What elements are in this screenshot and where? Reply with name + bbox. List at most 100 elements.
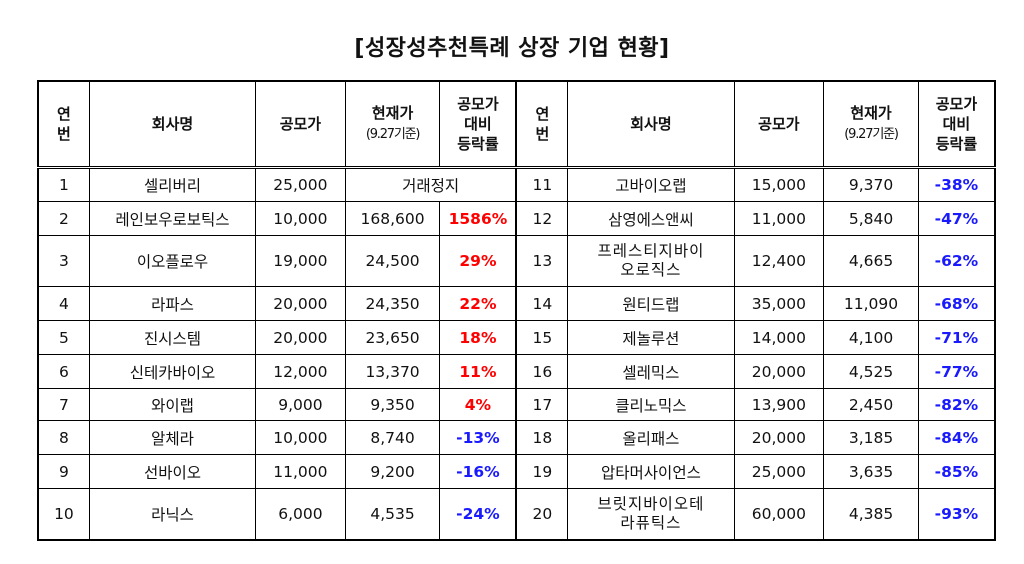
row-number: 3 <box>37 235 90 287</box>
change-rate: -68% <box>917 286 996 321</box>
header-company-left: 회사명 <box>88 80 257 169</box>
table-row: 2 레인보우로보틱스 10,000 168,600 1586% 12 삼영에스앤씨 11,00… <box>37 201 996 236</box>
change-rate: -71% <box>917 320 996 355</box>
row-number: 14 <box>515 286 569 321</box>
company-name: 압타머사이언스 <box>567 454 735 489</box>
header-change-label: 공모가 대비 등락률 <box>457 95 499 153</box>
current-price: 24,500 <box>344 235 441 287</box>
current-price: 9,350 <box>344 388 441 421</box>
current-price: 13,370 <box>344 354 441 389</box>
table-row: 6 신테카바이오 12,000 13,370 11% 16 셀레믹스 20,000 4,525-… <box>37 354 996 389</box>
change-rate: 29% <box>439 235 518 287</box>
table-row: 8 알체라 10,000 8,740 -13% 18 올리패스 20,000 3,185 -84% <box>37 420 996 455</box>
ipo-price: 35,000 <box>733 286 825 321</box>
ipo-price: 25,000 <box>255 167 346 202</box>
row-number: 17 <box>515 388 569 421</box>
current-price: 168,600 <box>344 201 441 236</box>
current-price: 9,200 <box>344 454 441 489</box>
company-name: 고바이오랩 <box>567 167 735 202</box>
row-number: 5 <box>37 320 90 355</box>
current-price: 3,635 <box>823 454 919 489</box>
row-number: 9 <box>37 454 90 489</box>
company-name: 제놀루션 <box>567 320 735 355</box>
change-rate: 1586% <box>439 201 518 236</box>
change-rate: -62% <box>917 235 996 287</box>
company-name: 원티드랩 <box>567 286 735 321</box>
company-name: 신테카바이오 <box>88 354 257 389</box>
ipo-price: 20,000 <box>255 286 346 321</box>
company-name: 진시스템 <box>88 320 257 355</box>
company-name: 브릿지바이오테 라퓨틱스 <box>567 488 735 540</box>
table-row: 10 라닉스 6,000 4,535 -24% 20 브릿지바이오테 라퓨틱스 60,000 4,… <box>37 488 996 540</box>
ipo-price: 20,000 <box>255 320 346 355</box>
header-ipo-left: 공모가 <box>255 80 346 169</box>
row-number: 12 <box>515 201 569 236</box>
current-price: 24,350 <box>344 286 441 321</box>
header-current-right: 현재가 (9.27기준) <box>823 80 919 169</box>
row-number: 18 <box>515 420 569 455</box>
ipo-price: 12,400 <box>733 235 825 287</box>
ipo-price: 13,900 <box>733 388 825 421</box>
header-change-right: 공모가 대비 등락률 <box>917 80 996 169</box>
change-rate: -82% <box>917 388 996 421</box>
ipo-price: 10,000 <box>255 201 346 236</box>
change-rate: -93% <box>917 488 996 540</box>
change-rate: 18% <box>439 320 518 355</box>
company-name: 프레스티지바이 오로직스 <box>567 235 735 287</box>
change-rate: -16% <box>439 454 518 489</box>
change-rate: 11% <box>439 354 518 389</box>
company-name: 알체라 <box>88 420 257 455</box>
row-number: 2 <box>37 201 90 236</box>
current-price: 23,650 <box>344 320 441 355</box>
company-name: 이오플로우 <box>88 235 257 287</box>
header-change-label: 공모가 대비 등락률 <box>935 95 978 153</box>
current-price: 11,090 <box>823 286 919 321</box>
current-price: 2,450 <box>823 388 919 421</box>
company-name: 선바이오 <box>88 454 257 489</box>
row-number: 19 <box>515 454 569 489</box>
header-ipo-right: 공모가 <box>733 80 825 169</box>
current-price: 3,185 <box>823 420 919 455</box>
ipo-price: 14,000 <box>733 320 825 355</box>
row-number: 11 <box>515 167 569 202</box>
page-title: [성장성추천특례 상장 기업 현황] <box>354 36 670 61</box>
company-name: 셀리버리 <box>88 167 257 202</box>
ipo-price: 11,000 <box>733 201 825 236</box>
header-current-label: 현재가 <box>371 104 414 122</box>
header-current-sub: (9.27기준) <box>844 127 899 142</box>
current-price: 4,525 <box>823 354 919 389</box>
company-name: 라파스 <box>88 286 257 321</box>
table-row: 7 와이랩 9,000 9,350 4% 17 클리노믹스 13,900 2,450 -82% <box>37 388 996 421</box>
ipo-price: 6,000 <box>255 488 346 540</box>
change-rate: -85% <box>917 454 996 489</box>
current-price: 9,370 <box>823 167 919 202</box>
change-rate: -84% <box>917 420 996 455</box>
row-number: 1 <box>37 167 90 202</box>
table-row: 4 라파스 20,000 24,350 22% 14 원티드랩 35,000 11,090 -68… <box>37 286 996 321</box>
row-number: 20 <box>515 488 569 540</box>
company-name: 라닉스 <box>88 488 257 540</box>
current-price: 4,385 <box>823 488 919 540</box>
table-row: 1 셀리버리 25,000 거래정지 11 고바이오랩 15,000 9,370 -38% <box>37 167 996 202</box>
header-change-left: 공모가 대비 등락률 <box>439 80 518 169</box>
row-number: 13 <box>515 235 569 287</box>
ipo-price: 25,000 <box>733 454 825 489</box>
table-row: 5 진시스템 20,000 23,650 18% 15 제놀루션 14,000 4,100 -71… <box>37 320 996 355</box>
current-price: 4,535 <box>344 488 441 540</box>
change-rate: -24% <box>439 488 518 540</box>
ipo-price: 60,000 <box>733 488 825 540</box>
ipo-price: 20,000 <box>733 354 825 389</box>
table-row: 3 이오플로우 19,000 24,500 29% 13 프레스티지바이 오로직스 12,400… <box>37 235 996 287</box>
company-name: 클리노믹스 <box>567 388 735 421</box>
current-price: 4,665 <box>823 235 919 287</box>
change-rate: -13% <box>439 420 518 455</box>
ipo-price: 11,000 <box>255 454 346 489</box>
ipo-price: 15,000 <box>733 167 825 202</box>
current-price-status: 거래정지 <box>344 167 518 202</box>
